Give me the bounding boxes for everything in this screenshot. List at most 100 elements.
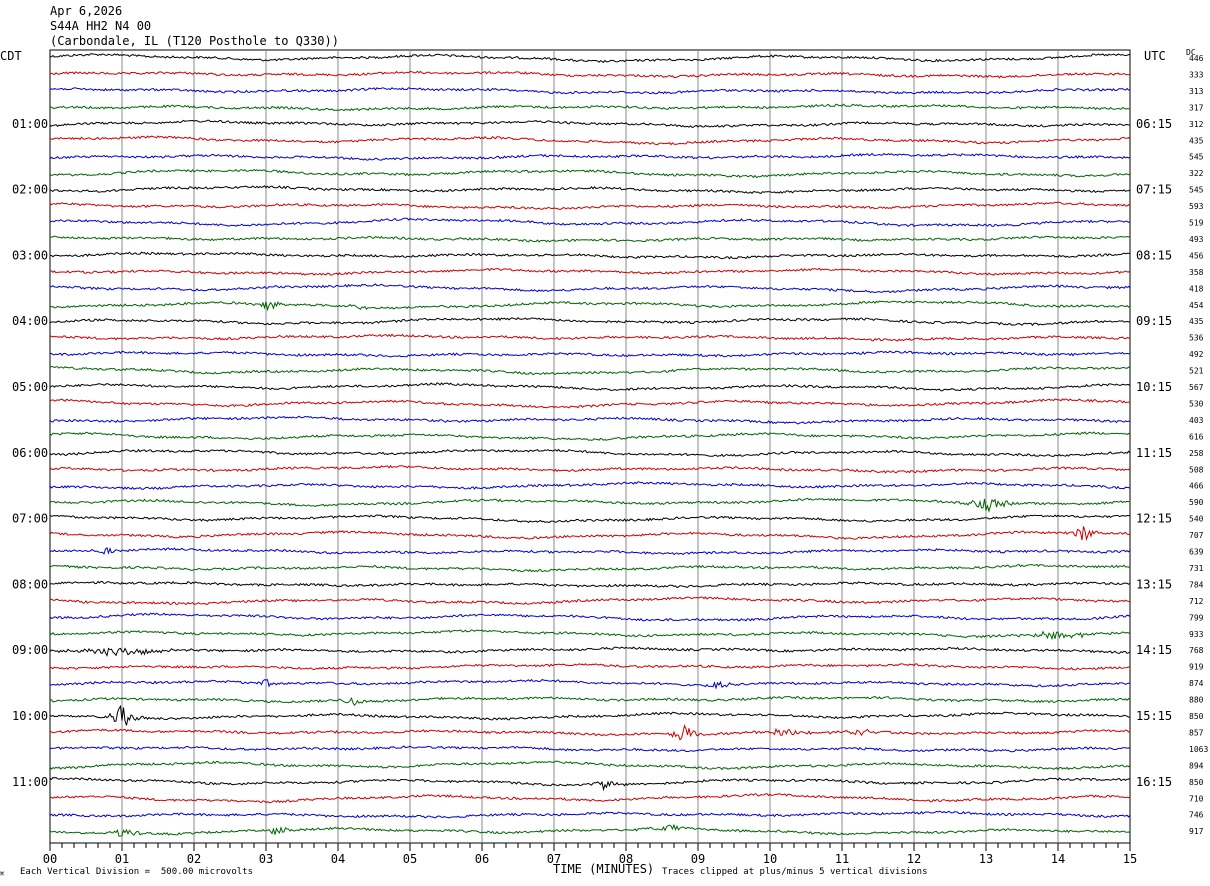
- utc-hour-label: 13:15: [1136, 577, 1172, 591]
- station-location: (Carbondale, IL (T120 Posthole to Q330)): [50, 34, 339, 48]
- trace-row: [49, 596, 1131, 606]
- dc-offset-label: 639: [1189, 548, 1204, 557]
- trace-row: [49, 481, 1131, 490]
- dc-offset-label: 917: [1189, 827, 1204, 836]
- dc-offset-label: 456: [1189, 251, 1204, 260]
- dc-offset-label: 508: [1189, 465, 1204, 474]
- trace-row: [50, 251, 1131, 260]
- trace-row: [49, 87, 1131, 95]
- utc-hour-label: 09:15: [1136, 314, 1172, 328]
- trace-row: [49, 776, 1131, 792]
- x-tick-label: 12: [907, 852, 921, 866]
- x-tick-label: 13: [979, 852, 993, 866]
- trace-row: [49, 704, 1131, 726]
- dc-column-header: DC: [1186, 48, 1196, 57]
- dc-offset-label: 446: [1189, 54, 1204, 63]
- utc-hour-label: 15:15: [1136, 709, 1172, 723]
- cdt-hour-label: 03:00: [12, 248, 48, 262]
- x-tick-label: 07: [547, 852, 561, 866]
- trace-row: [49, 563, 1131, 573]
- dc-offset-label: 521: [1189, 367, 1204, 376]
- trace-row: [49, 119, 1131, 128]
- utc-hour-label: 11:15: [1136, 446, 1172, 460]
- dc-offset-label: 746: [1189, 811, 1204, 820]
- trace-row: [49, 152, 1131, 161]
- x-tick-label: 14: [1051, 852, 1065, 866]
- left-timezone-label: CDT: [0, 49, 22, 63]
- dc-offset-label: 258: [1189, 449, 1204, 458]
- trace-row: [49, 629, 1131, 641]
- x-tick-label: 01: [115, 852, 129, 866]
- x-tick-label: 10: [763, 852, 777, 866]
- trace-row: [49, 168, 1131, 179]
- trace-row: [49, 678, 1131, 690]
- dc-offset-label: 731: [1189, 564, 1204, 573]
- trace-row: [49, 695, 1131, 707]
- trace-row: [49, 663, 1131, 671]
- cdt-hour-label: 02:00: [12, 183, 48, 197]
- dc-offset-label: 1063: [1189, 745, 1208, 754]
- trace-row: [49, 283, 1131, 294]
- trace-row: [49, 267, 1131, 276]
- cdt-hour-label: 08:00: [12, 577, 48, 591]
- dc-offset-label: 768: [1189, 646, 1204, 655]
- trace-row: [49, 317, 1131, 327]
- trace-row: [49, 382, 1131, 392]
- dc-offset-label: 403: [1189, 416, 1204, 425]
- dc-offset-label: 850: [1189, 778, 1204, 787]
- utc-hour-label: 12:15: [1136, 512, 1172, 526]
- x-tick-label: 09: [691, 852, 705, 866]
- cdt-hour-label: 04:00: [12, 314, 48, 328]
- station-code: S44A HH2 N4 00: [50, 19, 152, 33]
- dc-offset-label: 519: [1189, 219, 1204, 228]
- utc-hour-label: 06:15: [1136, 117, 1172, 131]
- dc-offset-label: 590: [1189, 498, 1204, 507]
- trace-row: [49, 526, 1131, 542]
- plot-date: Apr 6,2026: [50, 4, 123, 18]
- x-tick-label: 11: [835, 852, 849, 866]
- dc-offset-label: 707: [1189, 531, 1204, 540]
- right-timezone-label: UTC: [1144, 49, 1166, 63]
- dc-offset-label: 784: [1189, 580, 1204, 589]
- dc-offset-label: 466: [1189, 482, 1204, 491]
- trace-row: [49, 612, 1131, 622]
- trace-row: [49, 103, 1130, 112]
- cdt-hour-label: 06:00: [12, 446, 48, 460]
- trace-row: [49, 398, 1130, 409]
- clip-note: Traces clipped at plus/minus 5 vertical …: [662, 867, 928, 877]
- utc-hour-label: 08:15: [1136, 248, 1172, 262]
- dc-offset-label: 317: [1189, 103, 1204, 112]
- dc-offset-label: 616: [1189, 432, 1204, 441]
- dc-offset-label: 530: [1189, 399, 1204, 408]
- logo-mark: ⌘: [0, 870, 5, 878]
- trace-row: [49, 646, 1131, 658]
- dc-offset-label: 492: [1189, 350, 1204, 359]
- dc-offset-label: 313: [1189, 87, 1204, 96]
- trace-row: [49, 497, 1130, 513]
- dc-offset-label: 493: [1189, 235, 1204, 244]
- dc-offset-label: 435: [1189, 317, 1204, 326]
- dc-offset-label: 418: [1189, 284, 1204, 293]
- trace-row: [49, 464, 1131, 474]
- x-axis-title: TIME (MINUTES): [553, 862, 655, 876]
- dc-offset-label: 933: [1189, 630, 1204, 639]
- cdt-hour-label: 10:00: [12, 709, 48, 723]
- dc-offset-label: 919: [1189, 663, 1204, 672]
- dc-offset-label: 593: [1189, 202, 1204, 211]
- trace-row: [50, 793, 1131, 804]
- dc-offset-label: 710: [1189, 794, 1204, 803]
- x-tick-label: 06: [475, 852, 489, 866]
- trace-row: [49, 745, 1131, 753]
- x-tick-label: 04: [331, 852, 345, 866]
- trace-row: [49, 448, 1131, 458]
- trace-row: [49, 217, 1131, 228]
- trace-row: [49, 514, 1131, 524]
- scale-note: Each Vertical Division = 500.00 microvol…: [20, 867, 253, 877]
- trace-row: [49, 235, 1131, 243]
- x-tick-label: 00: [43, 852, 57, 866]
- dc-offset-label: 358: [1189, 268, 1204, 277]
- dc-offset-label: 880: [1189, 696, 1204, 705]
- dc-offset-label: 850: [1189, 712, 1204, 721]
- cdt-hour-label: 07:00: [12, 512, 48, 526]
